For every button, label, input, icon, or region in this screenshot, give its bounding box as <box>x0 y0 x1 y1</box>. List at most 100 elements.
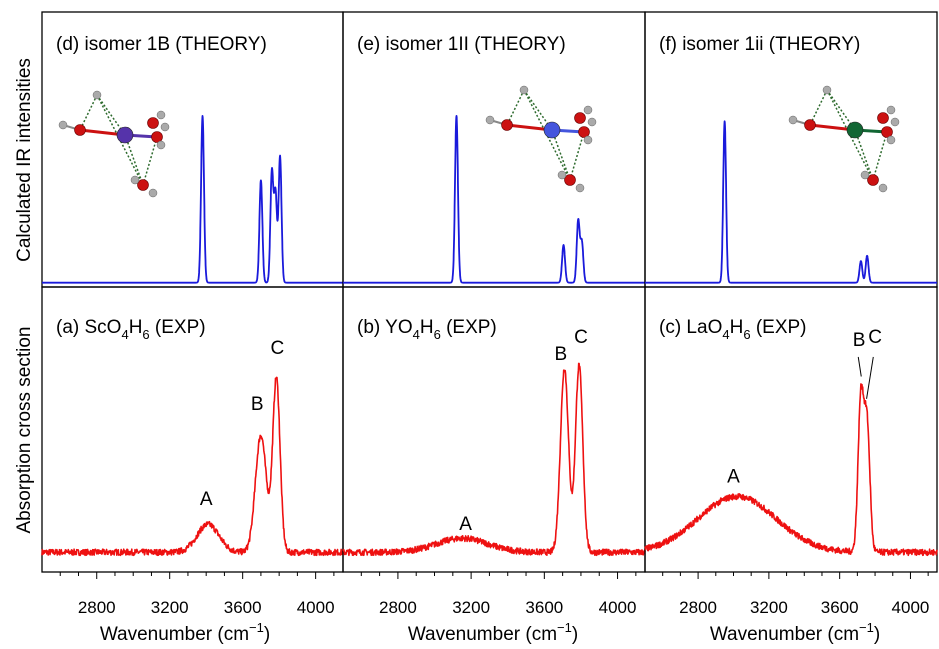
title-subscript: 6 <box>434 327 441 342</box>
hydrogen-atom <box>485 115 495 125</box>
ylabel-theory: Calculated IR intensities <box>14 58 35 262</box>
title-text: (b) YO <box>357 317 413 338</box>
peak-pointer-B <box>857 356 862 377</box>
svg-text:Wavenumber (cm−1): Wavenumber (cm−1) <box>710 620 880 645</box>
molecule-structure-icon <box>58 90 170 198</box>
oxygen-atom <box>501 119 513 131</box>
hydrogen-atom <box>822 85 832 95</box>
x-axis-ticks: 2800 3200 3600 4000 <box>360 572 636 617</box>
oxygen-atom <box>881 126 893 138</box>
x-tick-label: 3600 <box>224 598 262 617</box>
hydrogen-atom <box>860 170 870 180</box>
panel-title: (d) isomer 1B (THEORY) <box>56 34 267 55</box>
x-tick-label: 3600 <box>525 598 563 617</box>
peak-label-A: A <box>459 514 472 535</box>
panel-e: (e) isomer 1II (THEORY) <box>342 11 646 288</box>
oxygen-atom <box>804 119 816 131</box>
hydrogen-atom <box>58 120 68 130</box>
peak-pointer-C <box>866 356 874 399</box>
peak-label-B: B <box>853 330 866 351</box>
hydrogen-atom <box>878 183 888 193</box>
peak-label-B: B <box>251 394 264 415</box>
experimental-spectrum-line <box>644 383 938 557</box>
x-tick-label: 4000 <box>297 598 335 617</box>
metal-atom <box>543 121 561 139</box>
hydrogen-bond <box>551 129 571 181</box>
x-tick-label: 2800 <box>379 598 417 617</box>
svg-text:Wavenumber (cm−1): Wavenumber (cm−1) <box>100 620 270 645</box>
hydrogen-bond <box>506 89 525 126</box>
xlabel-text: Wavenumber (cm <box>710 624 859 645</box>
title-text: (EXP) <box>150 317 206 338</box>
hydrogen-atom <box>156 140 166 150</box>
peak-label-C: C <box>574 327 588 348</box>
hydrogen-bond <box>523 89 571 181</box>
oxygen-atom <box>574 112 586 124</box>
title-text: H <box>129 317 143 338</box>
hydrogen-atom <box>557 170 567 180</box>
hydrogen-atom <box>575 183 585 193</box>
panel-f: (f) isomer 1ii (THEORY) <box>644 11 938 288</box>
hydrogen-atom <box>890 117 900 127</box>
hydrogen-atom <box>583 105 593 115</box>
experimental-spectrum-line <box>41 376 344 557</box>
xlabel-close: ) <box>572 624 578 645</box>
theory-spectrum-line <box>644 120 938 284</box>
title-subscript: 6 <box>142 327 149 342</box>
hydrogen-bond <box>142 136 158 186</box>
xlabel-exponent: −1 <box>249 620 264 635</box>
panel-title: (e) isomer 1II (THEORY) <box>357 34 566 55</box>
theory-spectrum-line <box>41 115 344 284</box>
metal-atom <box>846 121 864 139</box>
panel-title: (b) YO4H6 (EXP) <box>357 317 497 342</box>
hydrogen-bond <box>96 94 144 186</box>
title-subscript: 4 <box>413 327 420 342</box>
x-axis-ticks: 2800 3200 3600 4000 <box>662 572 930 617</box>
molecule-structure-icon <box>485 85 597 193</box>
panel-a: (a) ScO4H6 (EXP) A B C 2800 3200 3600 4000 <box>41 286 344 617</box>
hydrogen-atom <box>130 175 140 185</box>
xlabel-middle: Wavenumber (cm−1) <box>408 620 578 645</box>
x-tick-label: 3200 <box>151 598 189 617</box>
x-tick-label: 4000 <box>892 598 930 617</box>
theory-spectrum-line <box>342 115 646 284</box>
xlabel-exponent: −1 <box>557 620 572 635</box>
x-tick-label: 3600 <box>821 598 859 617</box>
panel-b: (b) YO4H6 (EXP) A BC 2800 3200 3600 4000 <box>342 286 646 617</box>
hydrogen-bond <box>872 131 888 181</box>
panel-title: (c) LaO4H6 (EXP) <box>659 317 807 342</box>
oxygen-atom <box>74 124 86 136</box>
title-text: H <box>420 317 434 338</box>
hydrogen-atom <box>886 105 896 115</box>
xlabel-text: Wavenumber (cm <box>408 624 557 645</box>
hydrogen-atom <box>519 85 529 95</box>
x-axis-ticks: 2800 3200 3600 4000 <box>59 572 335 617</box>
title-text: (a) ScO <box>56 317 121 338</box>
peak-label-C: C <box>868 327 882 348</box>
hydrogen-bond <box>854 129 874 181</box>
oxygen-atom <box>151 131 163 143</box>
xlabel-close: ) <box>264 624 270 645</box>
hydrogen-atom <box>788 115 798 125</box>
hydrogen-atom <box>583 135 593 145</box>
x-tick-label: 3200 <box>750 598 788 617</box>
ylabel-experiment: Absorption cross section <box>14 327 35 534</box>
hydrogen-atom <box>160 122 170 132</box>
hydrogen-bond <box>809 89 828 126</box>
hydrogen-atom <box>587 117 597 127</box>
peak-label-C: C <box>270 338 284 359</box>
hydrogen-bond <box>569 131 585 181</box>
title-subscript: 4 <box>722 327 729 342</box>
xlabel-close: ) <box>874 624 880 645</box>
panel-c: (c) LaO4H6 (EXP) A B C 2800 3200 3600 4000 <box>644 286 938 617</box>
title-text: H <box>730 317 744 338</box>
hydrogen-atom <box>148 188 158 198</box>
xlabel-left: Wavenumber (cm−1) <box>100 620 270 645</box>
oxygen-atom <box>564 174 576 186</box>
xlabel-text: Wavenumber (cm <box>100 624 249 645</box>
oxygen-atom <box>147 117 159 129</box>
hydrogen-atom <box>92 90 102 100</box>
panel-title: (f) isomer 1ii (THEORY) <box>659 34 860 55</box>
x-tick-label: 3200 <box>452 598 490 617</box>
